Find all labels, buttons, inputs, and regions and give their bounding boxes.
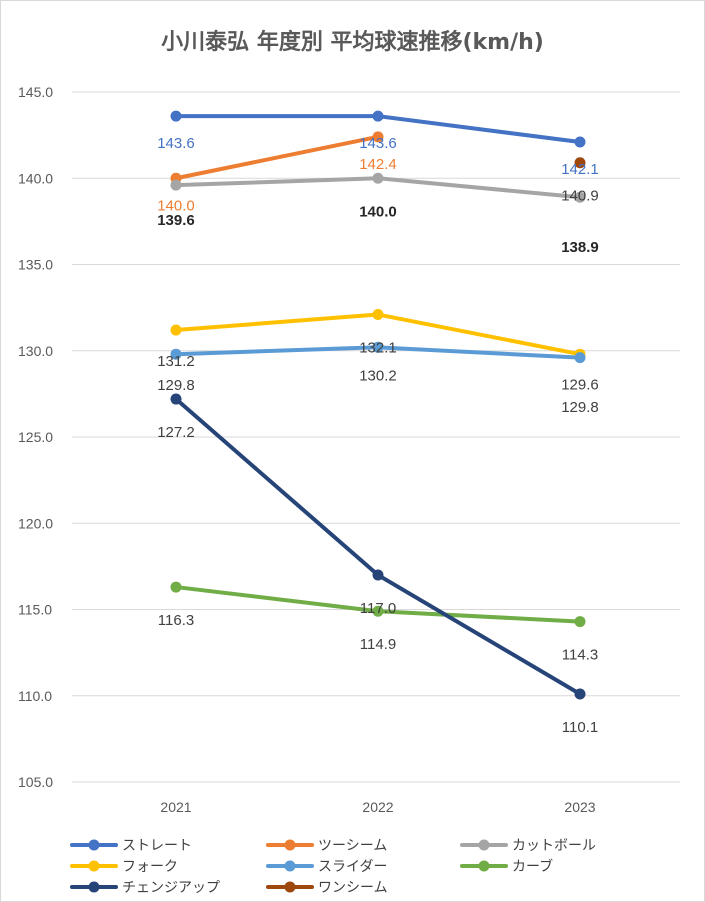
data-label: 130.2 [359,367,397,384]
data-point-カットボール [372,172,384,184]
data-label: 129.6 [561,377,599,394]
data-label: 131.2 [157,353,195,370]
data-point-カットボール [170,179,182,191]
data-point-ツーシーム [372,131,384,143]
data-point-チェンジアップ [372,569,384,581]
x-tick-label: 2021 [160,799,191,815]
data-label: 129.8 [561,399,599,416]
data-label: 114.9 [360,636,396,653]
legend-label: ワンシーム [318,880,388,896]
data-point-フォーク [170,324,182,336]
legend-label: ツーシーム [318,838,387,854]
legend-item-スライダー[interactable]: スライダー [266,859,387,875]
legend-label: スライダー [318,859,387,875]
data-point-チェンジアップ [574,688,586,700]
data-label: 143.6 [157,135,195,152]
data-point-フォーク [372,309,384,321]
legend-swatch-marker [478,839,490,851]
data-point-ワンシーム [574,157,586,169]
x-axis-ticks: 2021 2022 2023 [160,799,595,815]
legend-swatch-marker [88,839,100,851]
y-tick-label: 115.0 [18,602,52,618]
data-label: 129.8 [157,377,195,394]
legend-swatch-marker [88,860,100,872]
data-label: 116.3 [158,612,194,629]
data-labels: 143.6 143.6142.1140.0142.4139.6140.0138.9… [157,135,599,736]
data-label: 117.0 [360,600,396,617]
series-lines [170,110,586,700]
x-tick-label: 2023 [564,799,595,815]
chart-title: 小川泰弘 年度別 平均球速推移(km/h) [161,30,544,55]
data-label: 110.1 [562,719,598,736]
legend-swatch-marker [284,839,296,851]
legend-label: カットボール [512,838,596,854]
data-label: 138.9 [561,239,599,256]
legend-item-ストレート[interactable]: ストレート [70,838,192,854]
y-tick-label: 135.0 [18,257,53,273]
data-label: 142.1 [561,161,599,178]
data-point-スライダー [574,352,586,364]
data-point-チェンジアップ [170,393,182,405]
data-label: 127.2 [157,424,195,441]
y-tick-label: 130.0 [18,343,53,359]
legend-label: チェンジアップ [122,880,220,896]
legend-swatch-marker [88,881,100,893]
data-point-カットボール [574,191,586,203]
data-label: 140.0 [359,203,397,220]
legend-label: ストレート [122,838,192,854]
legend-label: フォーク [122,859,178,875]
legend-item-ワンシーム[interactable]: ワンシーム [266,880,388,896]
data-label: 140.9 [561,188,599,205]
x-tick-label: 2022 [362,799,393,815]
y-axis-ticks: 105.0 110.0 115.0 120.0 125.0 130.0 135.0 140.0… [18,84,53,790]
data-point-スライダー [372,341,384,353]
data-point-ストレート [170,110,182,122]
legend-swatch-marker [478,860,490,872]
data-point-カーブ [170,581,182,593]
data-point-スライダー [170,348,182,360]
data-label: 114.3 [562,647,598,664]
y-tick-label: 105.0 [18,774,53,790]
data-label: 143.6 [359,135,397,152]
y-tick-label: 120.0 [18,515,53,531]
series-line-ツーシーム [174,134,380,181]
data-label: 142.4 [359,156,397,173]
y-tick-label: 110.0 [18,688,52,704]
data-label: 140.0 [157,197,195,214]
data-label: 132.1 [359,340,397,357]
y-tick-label: 145.0 [18,84,53,100]
y-tick-label: 125.0 [18,429,53,445]
legend-swatch-marker [284,860,296,872]
data-point-ストレート [574,136,586,148]
legend-item-カーブ[interactable]: カーブ [460,858,553,875]
data-point-カーブ [372,605,384,617]
y-tick-label: 140.0 [18,170,53,186]
legend-swatch-marker [284,881,296,893]
legend-item-ツーシーム[interactable]: ツーシーム [266,838,387,854]
data-point-カーブ [574,616,586,628]
legend-item-フォーク[interactable]: フォーク [70,859,178,875]
data-point-ストレート [372,110,384,122]
legend-label: カーブ [512,858,553,875]
data-label: 139.6 [157,212,195,229]
legend-item-カットボール[interactable]: カットボール [460,838,596,854]
legend-item-チェンジアップ[interactable]: チェンジアップ [70,880,220,896]
